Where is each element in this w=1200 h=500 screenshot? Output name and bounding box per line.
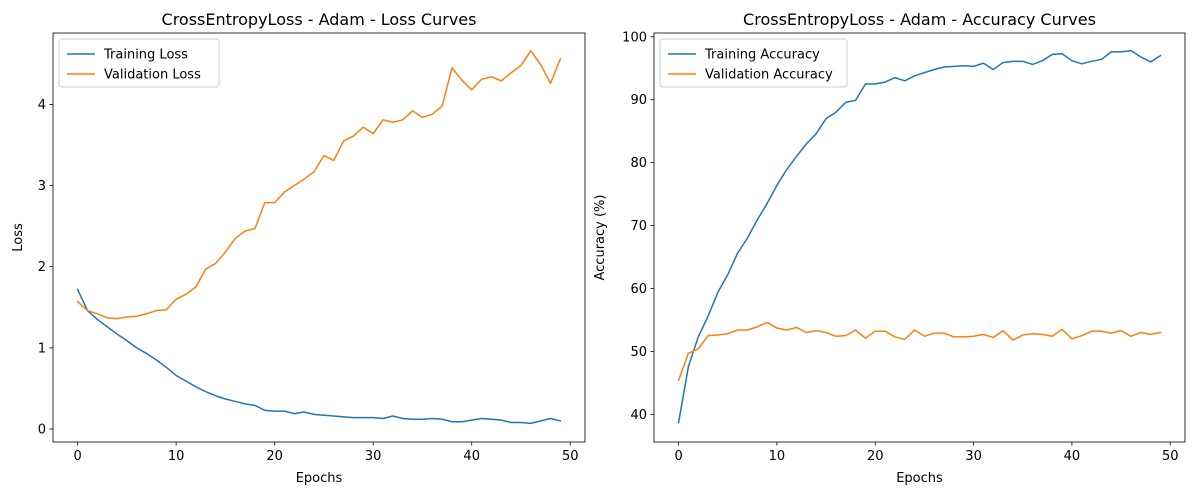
series-line-validation-accuracy: [677, 321, 1162, 382]
y-axis-label: Loss: [11, 223, 26, 252]
y-tick-label: 90: [630, 93, 647, 108]
y-tick-label: 0: [38, 423, 46, 438]
y-tick-label: 4: [38, 98, 46, 113]
x-tick-label: 50: [562, 449, 579, 464]
y-tick-label: 70: [630, 219, 647, 234]
x-tick-label: 10: [168, 449, 185, 464]
series-line-training-accuracy: [677, 49, 1162, 424]
legend-label-training-accuracy: Training Accuracy: [704, 48, 820, 63]
x-tick-label: 30: [965, 449, 982, 464]
y-tick-label: 50: [630, 345, 647, 360]
x-tick-label: 40: [463, 449, 480, 464]
x-tick-label: 50: [1162, 449, 1179, 464]
legend: Training Loss Validation Loss: [58, 38, 220, 88]
chart-title: CrossEntropyLoss - Adam - Accuracy Curve…: [743, 10, 1096, 29]
x-tick-label: 0: [674, 449, 682, 464]
series-line-training-loss: [76, 288, 562, 425]
y-tick-label: 60: [630, 282, 647, 297]
y-tick-label: 1: [38, 341, 46, 356]
x-tick-label: 10: [769, 449, 786, 464]
legend-label-validation-accuracy: Validation Accuracy: [705, 68, 833, 83]
x-tick-label: 20: [266, 449, 283, 464]
y-tick-label: 40: [630, 408, 647, 423]
series-line-validation-loss: [76, 50, 562, 320]
plot-frame: [52, 32, 586, 443]
y-tick-label: 100: [622, 30, 647, 45]
x-axis-label: Epochs: [296, 471, 343, 486]
legend-box: [659, 38, 848, 88]
y-axis-label: Accuracy (%): [593, 195, 608, 281]
legend-label-training-loss: Training Loss: [103, 48, 188, 63]
x-tick-label: 20: [867, 449, 884, 464]
x-tick-label: 40: [1064, 449, 1081, 464]
legend: Training Accuracy Validation Accuracy: [659, 38, 848, 88]
chart-2: 0 10 20 30 40 50 40 50 60 70 80 90 100 CrossEntropyLo…: [593, 10, 1186, 486]
y-tick-label: 3: [38, 179, 46, 194]
y-tick-label: 2: [38, 260, 46, 275]
x-axis-label: Epochs: [896, 471, 943, 486]
plot-frame: [653, 32, 1186, 443]
legend-label-validation-loss: Validation Loss: [104, 68, 201, 83]
x-tick-label: 30: [365, 449, 382, 464]
chart-1: 0 10 20 30 40 50 0 1 2 3 4 CrossEntropyLoss - Adam …: [11, 10, 586, 486]
chart-title: CrossEntropyLoss - Adam - Loss Curves: [162, 10, 477, 29]
legend-box: [58, 38, 220, 88]
y-tick-label: 80: [630, 156, 647, 171]
x-tick-label: 0: [73, 449, 81, 464]
